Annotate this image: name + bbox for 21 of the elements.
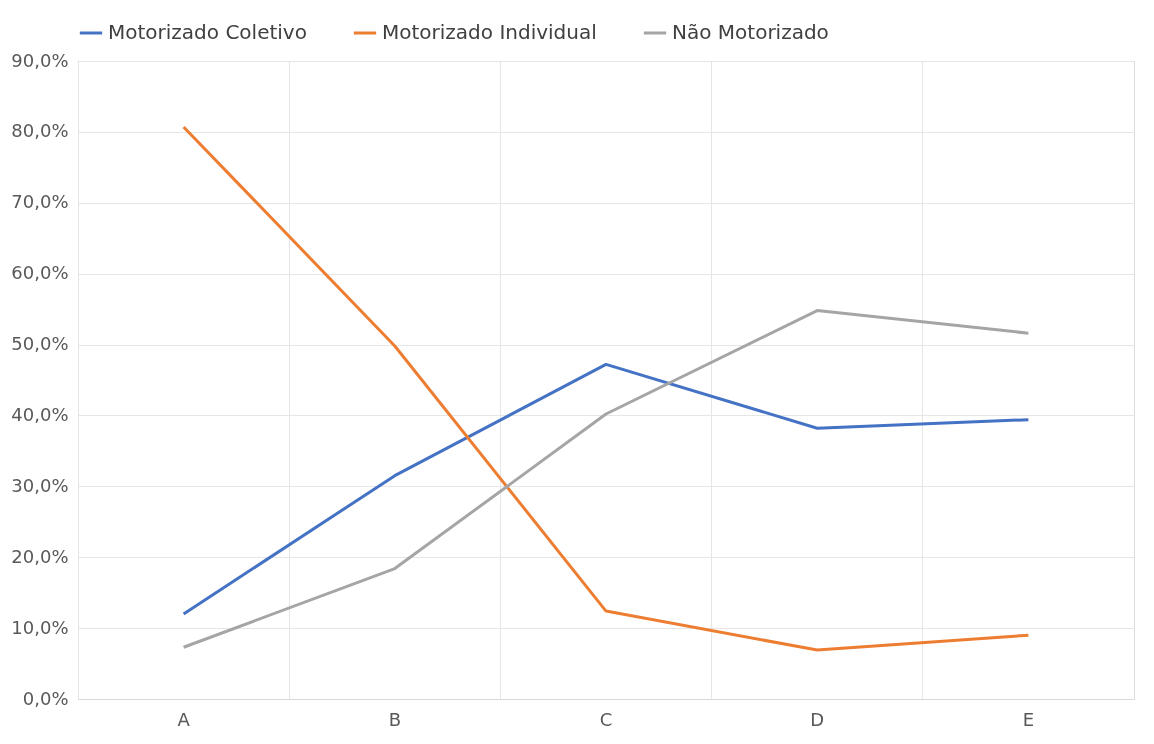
y-tick-label: 40,0% xyxy=(11,403,69,425)
y-tick-label: 20,0% xyxy=(11,545,69,567)
x-tick-label: D xyxy=(810,708,825,730)
y-tick-label: 90,0% xyxy=(11,49,69,71)
x-tick-label: A xyxy=(177,708,191,730)
y-tick-label: 50,0% xyxy=(11,333,69,355)
legend-label: Motorizado Coletivo xyxy=(108,20,307,44)
x-tick-label: C xyxy=(599,708,613,730)
y-tick-label: 70,0% xyxy=(11,191,69,213)
legend-label: Motorizado Individual xyxy=(382,20,597,44)
y-tick-label: 10,0% xyxy=(11,616,69,638)
y-tick-label: 60,0% xyxy=(11,262,69,284)
x-tick-label: B xyxy=(388,708,401,730)
x-tick-label: E xyxy=(1022,708,1035,730)
legend-label: Não Motorizado xyxy=(672,20,829,44)
line-series xyxy=(182,125,1030,652)
y-tick-label: 80,0% xyxy=(11,120,69,142)
line-series xyxy=(182,309,1030,649)
line-series xyxy=(182,362,1030,616)
y-tick-label: 0,0% xyxy=(22,687,69,709)
y-tick-label: 30,0% xyxy=(11,474,69,496)
